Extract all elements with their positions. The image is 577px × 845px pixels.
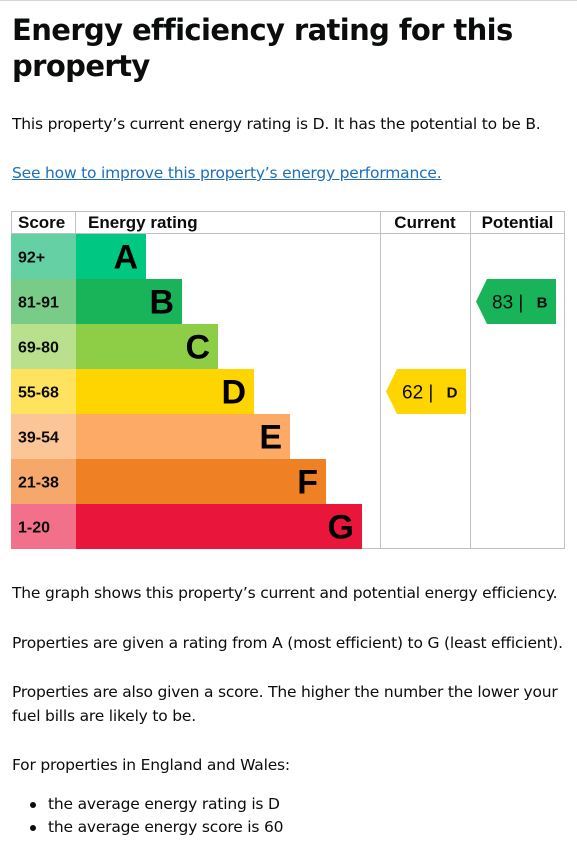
score-cell	[11, 324, 76, 369]
score-range-label: 81-91	[18, 295, 59, 312]
score-cell	[11, 234, 76, 279]
potential-header: Potential	[482, 213, 554, 232]
average-list: the average energy rating is D the avera…	[12, 793, 283, 839]
rating-letter: F	[297, 464, 318, 502]
score-cell	[11, 504, 76, 549]
current-arrow	[386, 369, 466, 414]
score-cell	[11, 279, 76, 324]
rating-letter: B	[149, 284, 174, 322]
rating-bar	[76, 459, 326, 504]
potential-letter-label: B	[537, 295, 548, 312]
score-range-label: 92+	[18, 250, 45, 267]
list-item: the average energy score is 60	[12, 816, 283, 839]
rating-header: Energy rating	[88, 213, 198, 232]
rating-bar	[76, 414, 290, 459]
score-header: Score	[18, 213, 65, 232]
rating-letter: E	[259, 419, 282, 457]
current-score-label: 62 |	[402, 383, 433, 404]
potential-score-label: 83 |	[492, 293, 523, 314]
score-range-label: 39-54	[18, 430, 59, 447]
regional-heading: For properties in England and Wales:	[12, 756, 290, 774]
potential-arrow	[476, 279, 556, 324]
intro-text: This property’s current energy rating is…	[12, 115, 541, 133]
rating-bar	[76, 234, 146, 279]
rating-letter: G	[328, 509, 354, 547]
graph-description: The graph shows this property’s current …	[12, 584, 558, 602]
rating-letter: A	[113, 239, 138, 277]
chart-headers: Score Energy rating Current Potential	[18, 213, 553, 232]
improve-energy-link[interactable]: See how to improve this property’s energ…	[12, 164, 442, 182]
score-range-label: 69-80	[18, 340, 59, 357]
page-title: Energy efficiency rating for this proper…	[12, 13, 513, 83]
epc-chart: Score Energy rating Current Potential 92+ A 8…	[11, 211, 565, 549]
rating-description: Properties are given a rating from A (mo…	[12, 634, 563, 652]
chart-arrows: 62 | D 83 | B	[386, 279, 556, 414]
score-description: Properties are also given a score. The h…	[12, 683, 558, 725]
rating-letter: D	[221, 374, 246, 412]
rating-bar	[76, 279, 182, 324]
score-cell	[11, 414, 76, 459]
rating-bar	[76, 324, 218, 369]
current-letter-label: D	[447, 385, 458, 402]
score-range-label: 21-38	[18, 475, 59, 492]
list-item: the average energy rating is D	[12, 793, 283, 816]
rating-letter: C	[185, 329, 210, 367]
improve-link-wrap: See how to improve this property’s energ…	[12, 161, 572, 185]
current-header: Current	[394, 213, 456, 232]
top-border	[0, 0, 577, 1]
score-range-label: 1-20	[18, 520, 50, 537]
score-cell	[11, 369, 76, 414]
rating-bar	[76, 504, 362, 549]
rating-bar	[76, 369, 254, 414]
score-range-label: 55-68	[18, 385, 59, 402]
chart-bars: 92+ A 81-91 B 69-80 C 55-68 D 39-54 E 21-38 F 1-20 G	[11, 234, 362, 549]
score-cell	[11, 459, 76, 504]
